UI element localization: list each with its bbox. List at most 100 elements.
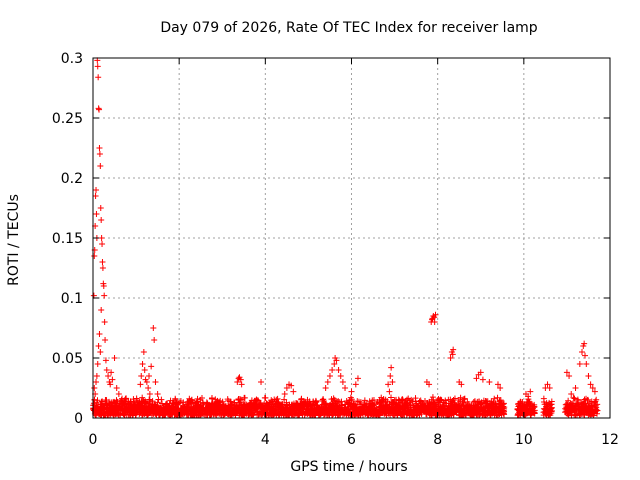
baseline-point	[203, 399, 210, 406]
data-point	[322, 385, 329, 391]
baseline-point	[172, 395, 179, 402]
baseline-point	[477, 400, 484, 407]
data-point	[426, 381, 433, 388]
y-tick-label: 0.1	[61, 291, 83, 307]
data-point	[150, 325, 157, 331]
baseline-point	[531, 401, 538, 408]
data-point	[572, 385, 579, 391]
data-point	[97, 349, 104, 355]
data-point	[525, 393, 532, 400]
baseline-point	[388, 394, 395, 401]
data-point	[103, 367, 110, 373]
data-point	[486, 379, 493, 385]
data-point	[96, 106, 103, 113]
data-point	[587, 381, 594, 388]
y-tick-label: 0.05	[52, 351, 83, 367]
data-point	[583, 361, 590, 367]
data-point	[237, 376, 244, 383]
baseline-point	[274, 395, 281, 402]
x-tick-label: 12	[601, 432, 619, 448]
data-point	[337, 373, 344, 379]
y-tick-label: 0	[74, 411, 83, 427]
x-tick-label: 8	[433, 432, 442, 448]
data-point	[449, 351, 456, 358]
data-point	[354, 375, 361, 382]
data-point	[546, 385, 553, 391]
grid-lines	[93, 58, 610, 418]
data-point	[115, 391, 122, 397]
baseline-point	[570, 394, 577, 401]
chart-title: Day 079 of 2026, Rate Of TEC Index for r…	[160, 20, 537, 36]
data-point	[281, 391, 288, 397]
data-point	[582, 352, 589, 359]
data-point	[479, 376, 486, 383]
data-point	[447, 355, 454, 361]
data-point	[339, 379, 346, 385]
data-point	[148, 363, 155, 370]
baseline-point	[501, 408, 508, 415]
data-point	[591, 388, 598, 395]
data-point	[146, 391, 153, 397]
data-point	[578, 349, 585, 355]
data-point	[143, 379, 150, 385]
data-point	[137, 381, 144, 388]
baseline-point	[99, 398, 106, 405]
data-point	[342, 385, 349, 391]
data-point	[93, 379, 100, 385]
data-point	[108, 369, 115, 376]
data-point	[91, 253, 98, 259]
baseline-point	[565, 397, 572, 404]
data-point	[98, 307, 105, 313]
data-point	[258, 379, 265, 385]
baseline-point	[575, 397, 582, 404]
x-tick-label: 4	[261, 432, 270, 448]
baseline-point	[208, 394, 215, 401]
data-point	[386, 388, 393, 395]
data-point	[95, 74, 102, 81]
baseline-point	[93, 399, 100, 406]
baseline-point	[594, 401, 601, 408]
data-point	[568, 391, 575, 397]
data-point	[324, 379, 331, 385]
baseline-point	[548, 404, 555, 411]
data-point	[92, 193, 99, 199]
data-point	[146, 373, 153, 379]
baseline-point	[257, 399, 264, 406]
data-point	[145, 385, 152, 391]
y-tick-label: 0.2	[61, 171, 83, 187]
baseline-point	[154, 399, 161, 406]
data-point	[95, 343, 102, 349]
data-point	[385, 381, 392, 388]
data-point	[113, 385, 120, 391]
baseline-point	[491, 395, 498, 402]
data-point	[141, 367, 148, 373]
data-point	[94, 63, 101, 70]
data-point	[387, 373, 394, 379]
data-point	[494, 381, 501, 388]
data-point	[93, 187, 100, 193]
data-point	[477, 369, 484, 376]
tick-labels: 0 2 4 6 8 10 12 0 0.05 0.1 0.15 0.2 0.25 0.3	[52, 51, 619, 448]
baseline-point	[142, 399, 149, 406]
data-point	[331, 361, 338, 367]
baseline-point	[241, 394, 248, 401]
data-point	[432, 311, 439, 318]
data-point	[566, 373, 573, 379]
baseline-point	[450, 396, 457, 403]
baseline-point	[262, 394, 269, 401]
data-point	[458, 381, 465, 388]
data-point	[389, 379, 396, 385]
data-point	[329, 367, 336, 373]
data-point	[431, 319, 438, 325]
data-point	[585, 373, 592, 379]
data-point	[234, 379, 241, 385]
data-point	[581, 340, 588, 347]
data-point	[544, 381, 551, 388]
baseline-point	[408, 396, 415, 403]
data-point	[152, 379, 159, 385]
baseline-point	[497, 397, 504, 404]
data-point	[98, 217, 105, 223]
data-point	[101, 292, 108, 299]
baseline-point	[540, 395, 547, 402]
